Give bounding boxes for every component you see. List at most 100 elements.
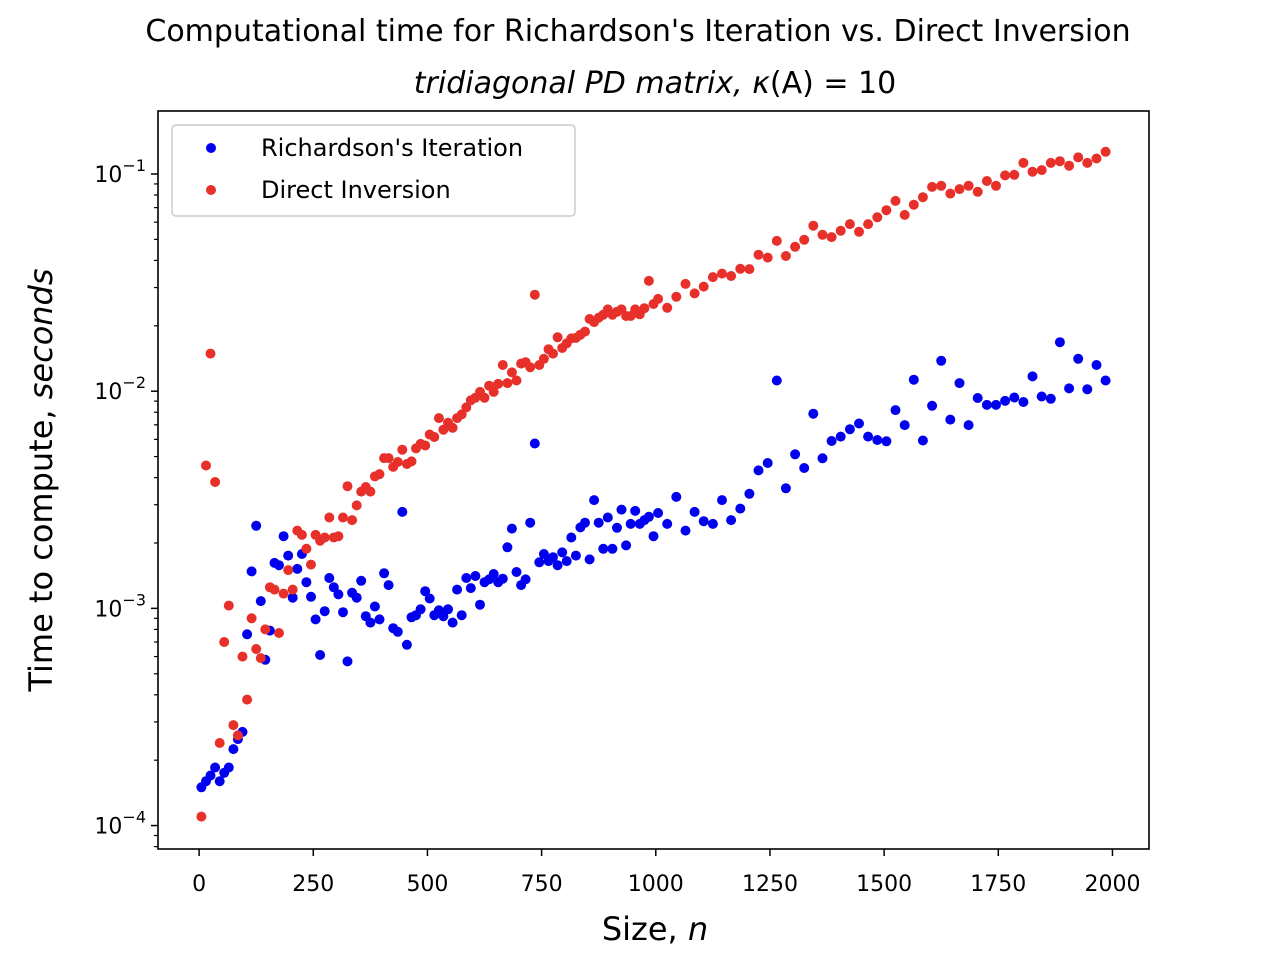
data-point <box>529 289 540 300</box>
data-point <box>917 192 928 203</box>
data-point <box>319 606 330 617</box>
data-point <box>488 386 499 397</box>
data-point <box>698 281 709 292</box>
data-point <box>653 293 664 304</box>
data-point <box>506 367 517 378</box>
data-point <box>210 762 221 773</box>
data-point <box>342 656 353 667</box>
data-point <box>1054 337 1065 348</box>
data-point <box>552 332 563 343</box>
data-point <box>1000 395 1011 406</box>
data-point <box>383 580 394 591</box>
data-point <box>420 440 431 451</box>
data-point <box>420 586 431 597</box>
legend: Richardson's Iteration Direct Inversion <box>171 124 576 217</box>
y-tick-label: 10−3 <box>94 590 146 622</box>
data-point <box>991 180 1001 191</box>
data-point <box>205 770 216 781</box>
data-point <box>936 180 947 191</box>
data-point <box>735 263 746 274</box>
data-point <box>552 560 563 571</box>
data-point <box>1009 392 1020 403</box>
data-point <box>612 522 622 533</box>
series-layer <box>196 146 1111 822</box>
data-point <box>365 486 376 497</box>
data-point <box>525 362 536 373</box>
data-point <box>260 624 271 635</box>
y-tick-label: 10−2 <box>94 373 146 405</box>
data-point <box>602 512 613 523</box>
data-point <box>1054 156 1065 167</box>
data-point <box>351 592 362 603</box>
legend-marker-richardson <box>206 143 216 153</box>
data-point <box>671 291 682 302</box>
data-point <box>790 449 801 460</box>
data-point <box>210 477 221 487</box>
data-point <box>534 557 545 568</box>
data-point <box>593 517 604 528</box>
data-point <box>1027 371 1038 382</box>
data-point <box>963 180 974 191</box>
data-point <box>648 531 659 542</box>
legend-box <box>171 124 576 217</box>
data-point <box>1091 153 1102 164</box>
data-point <box>1027 166 1038 177</box>
plot-area <box>157 110 1150 850</box>
data-point <box>817 229 828 240</box>
data-point <box>201 460 211 471</box>
data-point <box>981 399 992 410</box>
data-point <box>493 378 504 389</box>
data-point <box>1100 375 1111 386</box>
data-point <box>397 444 408 455</box>
series-richardson <box>196 337 1111 793</box>
y-axis-label-plain: Time to compute, <box>22 399 60 692</box>
data-point <box>927 400 938 411</box>
data-point <box>771 375 782 386</box>
legend-label-direct: Direct Inversion <box>261 176 451 204</box>
data-point <box>881 205 892 216</box>
data-point <box>790 241 801 252</box>
data-point <box>707 518 718 529</box>
subtitle-mid: (A) <box>770 66 814 101</box>
x-tick-label: 1500 <box>856 872 912 897</box>
data-point <box>433 413 444 424</box>
subtitle-italic: tridiagonal PD matrix, κ <box>414 66 770 101</box>
data-point <box>447 617 458 628</box>
y-axis: 10−4 10−3 10−2 10−1 <box>94 156 158 848</box>
data-point <box>662 518 673 529</box>
data-point <box>1073 152 1084 163</box>
data-point <box>744 264 755 275</box>
data-point <box>251 644 262 654</box>
data-point <box>223 600 234 611</box>
data-point <box>954 184 965 195</box>
data-point <box>717 495 727 506</box>
data-point <box>488 569 499 579</box>
data-point <box>762 252 773 263</box>
data-point <box>566 532 577 543</box>
data-point <box>881 436 892 447</box>
y-axis-label: Time to compute, seconds <box>22 268 60 692</box>
x-axis: 0 250 500 750 1000 1250 1500 1750 2000 <box>192 849 1140 897</box>
data-point <box>835 225 846 236</box>
data-point <box>301 577 312 588</box>
data-point <box>443 604 453 615</box>
data-point <box>502 542 513 553</box>
data-point <box>753 465 764 476</box>
data-point <box>392 457 403 467</box>
data-point <box>580 326 590 337</box>
data-point <box>196 811 207 822</box>
data-point <box>296 529 307 540</box>
data-point <box>771 235 782 246</box>
data-point <box>475 599 485 610</box>
data-point <box>470 571 481 581</box>
data-point <box>808 408 819 419</box>
data-point <box>945 188 956 199</box>
x-tick-label: 1250 <box>742 872 798 897</box>
data-point <box>780 483 791 494</box>
data-point <box>310 614 321 625</box>
data-point <box>223 762 234 773</box>
data-point <box>392 626 403 637</box>
data-point <box>1100 146 1111 157</box>
data-point <box>908 199 919 210</box>
data-point <box>863 219 874 230</box>
